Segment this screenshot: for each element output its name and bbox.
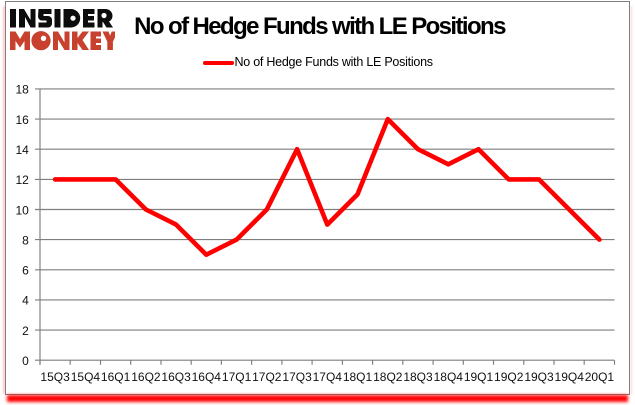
svg-text:15Q4: 15Q4 — [71, 370, 101, 384]
svg-text:6: 6 — [22, 264, 29, 278]
svg-text:18: 18 — [15, 83, 29, 97]
svg-text:19Q1: 19Q1 — [464, 370, 494, 384]
svg-text:4: 4 — [22, 294, 29, 308]
svg-text:15Q3: 15Q3 — [40, 370, 70, 384]
svg-text:20Q1: 20Q1 — [585, 370, 615, 384]
svg-text:18Q4: 18Q4 — [434, 370, 464, 384]
svg-text:16Q2: 16Q2 — [131, 370, 161, 384]
svg-text:0: 0 — [22, 354, 29, 368]
svg-text:17Q1: 17Q1 — [222, 370, 252, 384]
svg-text:8: 8 — [22, 233, 29, 247]
svg-text:18Q2: 18Q2 — [373, 370, 403, 384]
svg-text:16Q1: 16Q1 — [101, 370, 131, 384]
svg-text:17Q2: 17Q2 — [252, 370, 282, 384]
svg-text:10: 10 — [15, 203, 29, 217]
svg-text:19Q4: 19Q4 — [555, 370, 585, 384]
svg-text:19Q2: 19Q2 — [494, 370, 524, 384]
svg-text:16Q3: 16Q3 — [161, 370, 191, 384]
svg-text:16: 16 — [15, 113, 29, 127]
svg-text:12: 12 — [15, 173, 29, 187]
svg-text:16Q4: 16Q4 — [192, 370, 222, 384]
svg-text:17Q3: 17Q3 — [282, 370, 312, 384]
svg-text:19Q3: 19Q3 — [524, 370, 554, 384]
svg-text:18Q3: 18Q3 — [403, 370, 433, 384]
svg-text:14: 14 — [15, 143, 29, 157]
svg-text:18Q1: 18Q1 — [343, 370, 373, 384]
svg-text:17Q4: 17Q4 — [313, 370, 343, 384]
svg-text:2: 2 — [22, 324, 29, 338]
